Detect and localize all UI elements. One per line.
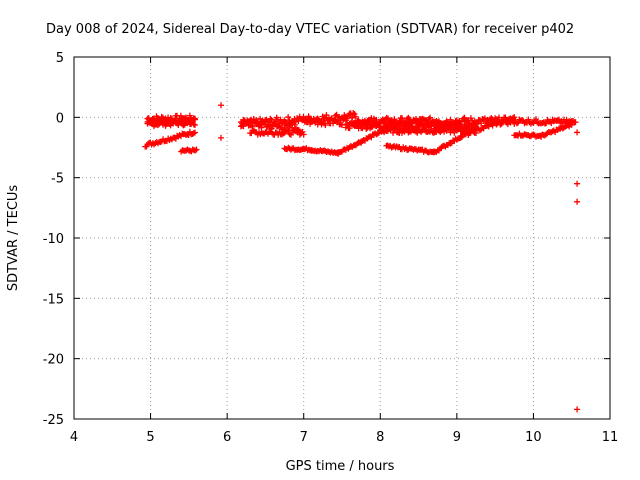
data-point	[513, 120, 520, 127]
data-point	[192, 147, 199, 154]
data-point	[471, 129, 478, 136]
data-point	[277, 116, 284, 123]
y-tick-label: -20	[43, 353, 64, 368]
x-tick-label: 5	[146, 430, 154, 445]
data-point	[460, 115, 467, 122]
data-point	[574, 406, 581, 413]
data-point	[191, 129, 198, 136]
data-point	[568, 121, 575, 128]
data-point	[574, 180, 581, 187]
data-point	[248, 122, 255, 129]
data-point	[291, 121, 298, 128]
x-tick-label: 11	[602, 430, 619, 445]
data-point	[189, 118, 196, 125]
data-point	[299, 128, 306, 135]
data-point	[427, 114, 434, 121]
x-tick-label: 9	[453, 430, 461, 445]
data-point	[186, 112, 193, 119]
data-point	[351, 111, 358, 118]
data-point	[191, 121, 198, 128]
data-point	[349, 114, 356, 121]
data-point	[467, 115, 474, 122]
data-point	[453, 121, 460, 128]
data-point	[239, 122, 246, 129]
data-point	[391, 125, 398, 132]
data-point	[337, 121, 344, 128]
data-point	[177, 112, 184, 119]
data-point	[180, 122, 187, 129]
data-point	[350, 110, 357, 117]
data-point	[193, 146, 200, 153]
data-point	[286, 131, 293, 138]
data-point	[416, 121, 423, 128]
data-point	[393, 121, 400, 128]
data-point	[158, 113, 165, 120]
data-point	[398, 115, 405, 122]
y-tick-label: 5	[56, 51, 64, 66]
x-axis-label: GPS time / hours	[286, 459, 395, 474]
data-point	[342, 117, 349, 124]
data-point	[478, 120, 485, 127]
x-tick-label: 4	[70, 430, 78, 445]
x-tick-label: 7	[300, 430, 308, 445]
data-point	[339, 121, 345, 128]
data-point	[452, 118, 459, 125]
data-point	[300, 131, 307, 138]
x-tick-labels: 4 5 6 7 8 9 10 11	[70, 430, 618, 445]
data-point	[402, 122, 409, 129]
data-points	[142, 102, 581, 413]
x-tick-label: 10	[525, 430, 542, 445]
data-point	[322, 122, 329, 129]
chart-title: Day 008 of 2024, Sidereal Day-to-day VTE…	[46, 22, 574, 37]
data-point	[190, 130, 197, 137]
data-point	[574, 198, 581, 205]
data-point	[365, 118, 372, 125]
y-tick-label: -5	[51, 172, 64, 187]
y-tick-labels: 5 0 -5 -10 -15 -20 -25	[43, 51, 64, 428]
x-tick-label: 6	[223, 430, 231, 445]
data-point	[244, 117, 251, 124]
y-tick-label: -10	[43, 232, 64, 247]
y-tick-label: -15	[43, 292, 64, 307]
data-point	[368, 134, 375, 141]
data-point	[346, 125, 353, 132]
data-point	[287, 131, 294, 138]
data-point	[435, 118, 442, 125]
data-point	[532, 116, 539, 123]
data-point	[423, 118, 430, 125]
data-point	[218, 102, 225, 109]
data-point	[285, 114, 292, 121]
y-tick-label: 0	[56, 111, 64, 126]
data-point	[493, 121, 500, 128]
data-point	[461, 114, 468, 121]
data-point	[489, 122, 496, 129]
data-point	[175, 121, 182, 128]
data-point	[383, 121, 390, 128]
data-point	[390, 129, 397, 136]
data-point	[352, 113, 359, 120]
y-tick-label: -25	[43, 413, 64, 428]
data-point	[525, 116, 532, 123]
data-point	[572, 119, 579, 126]
data-point	[260, 118, 267, 125]
data-point	[335, 115, 342, 122]
y-axis-label: SDTVAR / TECUs	[6, 185, 21, 292]
data-point	[427, 122, 434, 129]
axis-ticks	[73, 56, 611, 420]
data-point	[267, 115, 274, 122]
data-point	[218, 134, 225, 141]
grid-lines	[74, 57, 610, 419]
x-tick-label: 8	[376, 430, 384, 445]
data-point	[177, 118, 184, 125]
data-point	[511, 114, 518, 121]
data-point	[253, 119, 260, 126]
data-point	[240, 123, 247, 130]
data-point	[574, 129, 581, 136]
